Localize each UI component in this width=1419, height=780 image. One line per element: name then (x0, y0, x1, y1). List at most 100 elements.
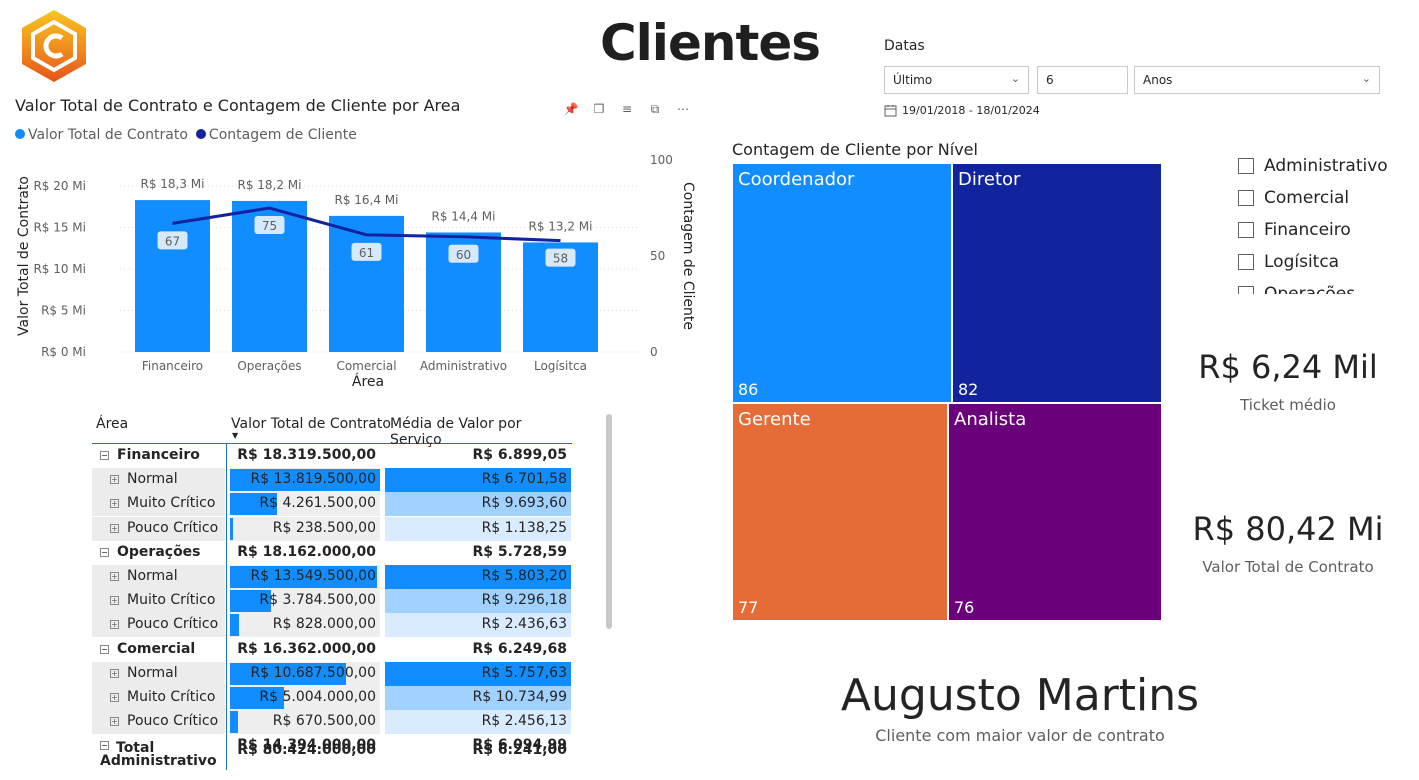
more-options-icon[interactable]: ⋯ (677, 102, 689, 116)
tile-label: Gerente (738, 409, 811, 430)
area-filter-logistica[interactable]: Logísitca (1238, 246, 1408, 278)
expand-icon[interactable]: + (110, 499, 119, 509)
cell-valor-text: R$ 14.394.000,00 (237, 737, 376, 754)
matrix-row-label: − Comercial (92, 638, 228, 662)
treemap-tile-diretor[interactable]: Diretor 82 (952, 163, 1162, 403)
checkbox[interactable] (1238, 254, 1254, 270)
matrix-row[interactable]: + Normal R$ 10.687.500,00 R$ 5.757,63 (92, 661, 572, 686)
area-filter-list: Administrativo Comercial Financeiro Logí… (1238, 150, 1408, 294)
expand-icon[interactable]: + (110, 717, 119, 727)
collapse-icon[interactable]: − (100, 741, 109, 751)
matrix-total-row: Total R$ 80.424.000,00 R$ 6.241,00 (92, 738, 572, 770)
matrix-row[interactable]: + Normal R$ 13.819.500,00 R$ 6.701,58 (92, 468, 572, 493)
focus-mode-icon[interactable]: ⧉ (650, 101, 660, 116)
sort-descending-icon: ▼ (232, 431, 239, 440)
treemap-tile-coordenador[interactable]: Coordenador 86 (732, 163, 952, 403)
filter-icon[interactable]: ≡ (621, 102, 633, 116)
cell-valor-text: R$ 4.261.500,00 (259, 495, 376, 512)
cell-valor: R$ 828.000,00 (230, 613, 380, 638)
matrix-row[interactable]: + Muito Crítico R$ 4.261.500,00 R$ 9.693,60 (92, 492, 572, 517)
matrix-group-row[interactable]: − Comercial R$ 16.362.000,00 R$ 6.249,68 (92, 638, 572, 662)
collapse-icon[interactable]: − (100, 451, 109, 460)
matrix-row-label: + Muito Crítico (92, 589, 225, 614)
cell-media: R$ 9.693,60 (385, 492, 571, 517)
matrix-group-row[interactable]: − Administrativo R$ 14.394.000,00 R$ 6.094,… (92, 734, 572, 769)
matrix-row-label: − Operações (92, 541, 228, 565)
line-label-bg (351, 242, 382, 261)
cell-valor-text: R$ 828.000,00 (272, 616, 376, 633)
cell-valor: R$ 5.004.000,00 (230, 686, 380, 710)
legend-item-valor[interactable]: Valor Total de Contrato (15, 127, 188, 143)
collapse-icon[interactable]: − (100, 547, 109, 557)
checkbox[interactable] (1238, 190, 1254, 206)
expand-icon[interactable]: + (110, 572, 119, 581)
matrix-scrollbar[interactable] (606, 414, 612, 629)
area-filter-financeiro[interactable]: Financeiro (1238, 214, 1408, 246)
x-tick-label: Administrativo (420, 359, 507, 373)
treemap-tile-analista[interactable]: Analista 76 (948, 403, 1162, 621)
cell-media: R$ 1.138,25 (385, 516, 571, 541)
expand-icon[interactable]: + (110, 596, 119, 606)
x-axis-title: Área (352, 373, 384, 390)
date-slicer-title: Datas (884, 38, 925, 54)
period-count-input[interactable]: 6 (1037, 66, 1128, 94)
row-label-text: Financeiro (117, 447, 200, 463)
matrix-header-media[interactable]: Média de Valor por Serviço (390, 416, 522, 448)
matrix-header-valor[interactable]: Valor Total de Contrato (231, 416, 391, 432)
combo-chart: R$ 0 Mi R$ 5 Mi R$ 10 Mi R$ 15 Mi R$ 20 Mi 0 5… (16, 153, 696, 390)
area-filter-comercial[interactable]: Comercial (1238, 182, 1408, 214)
matrix-row[interactable]: + Muito Crítico R$ 3.784.500,00 R$ 9.296,18 (92, 589, 572, 614)
checkbox[interactable] (1238, 286, 1254, 294)
cell-media: R$ 6.094,99 (385, 734, 571, 758)
total-valor: R$ 80.424.000,00 (237, 742, 376, 758)
cell-valor: R$ 18.162.000,00 (230, 541, 380, 565)
checkbox-label: Operações (1264, 284, 1356, 294)
matrix-header-area[interactable]: Área (96, 416, 129, 432)
line-label-bg (448, 244, 479, 263)
area-filter-operacoes[interactable]: Operações (1238, 278, 1408, 294)
expand-icon[interactable]: + (110, 693, 119, 702)
expand-icon[interactable]: + (110, 668, 119, 678)
matrix-row[interactable]: + Pouco Crítico R$ 828.000,00 R$ 2.436,63 (92, 613, 572, 638)
period-mode-select[interactable]: Último ⌄ (884, 66, 1029, 94)
chevron-down-icon: ⌄ (1010, 72, 1020, 85)
area-filter-administrativo[interactable]: Administrativo (1238, 150, 1408, 182)
cell-media-text: R$ 5.728,59 (472, 543, 567, 560)
y-tick-label: R$ 15 Mi (33, 221, 86, 235)
legend-item-contagem[interactable]: Contagem de Cliente (195, 127, 357, 143)
period-unit-select[interactable]: Anos ⌄ (1134, 66, 1380, 94)
line-series (172, 206, 561, 243)
cell-valor: R$ 238.500,00 (230, 516, 380, 541)
cell-valor-text: R$ 13.549.500,00 (250, 568, 376, 584)
checkbox[interactable] (1238, 222, 1254, 238)
expand-icon[interactable]: + (110, 475, 119, 485)
matrix-row-label: + Normal (92, 468, 225, 493)
row-label-text: Muito Crítico (127, 689, 216, 705)
period-count-value: 6 (1046, 73, 1054, 87)
cell-valor-text: R$ 18.319.500,00 (237, 447, 376, 463)
treemap-tile-gerente[interactable]: Gerente 77 (732, 403, 948, 621)
checkbox[interactable] (1238, 158, 1254, 174)
expand-icon[interactable]: + (110, 523, 119, 533)
matrix-group-row[interactable]: − Operações R$ 18.162.000,00 R$ 5.728,59 (92, 541, 572, 565)
cell-media-text: R$ 5.803,20 (481, 568, 567, 584)
data-bar (230, 469, 380, 492)
matrix-row[interactable]: + Pouco Crítico R$ 238.500,00 R$ 1.138,25 (92, 516, 572, 541)
matrix-row[interactable]: + Pouco Crítico R$ 670.500,00 R$ 2.456,13 (92, 710, 572, 735)
y-tick-label: R$ 5 Mi (41, 304, 86, 318)
matrix-row[interactable]: + Muito Crítico R$ 5.004.000,00 R$ 10.734,9… (92, 686, 572, 710)
matrix-group-row[interactable]: − Financeiro R$ 18.319.500,00 R$ 6.899,05 (92, 444, 572, 468)
matrix-row[interactable]: + Normal R$ 13.549.500,00 R$ 5.803,20 (92, 565, 572, 589)
cell-valor-text: R$ 3.784.500,00 (259, 592, 376, 609)
collapse-icon[interactable]: − (100, 644, 109, 654)
line-data-label: 75 (262, 219, 277, 233)
pin-icon[interactable]: 📌 (563, 102, 579, 116)
page-title: Clientes (599, 14, 821, 72)
expand-icon[interactable]: + (110, 620, 119, 630)
cell-media-text: R$ 1.138,25 (481, 519, 567, 536)
total-label: Total (116, 740, 155, 756)
cell-valor: R$ 670.500,00 (230, 710, 380, 735)
copy-icon[interactable]: ❐ (593, 102, 605, 116)
line-data-label: 60 (456, 248, 471, 262)
cell-media-text: R$ 6.701,58 (481, 471, 567, 488)
